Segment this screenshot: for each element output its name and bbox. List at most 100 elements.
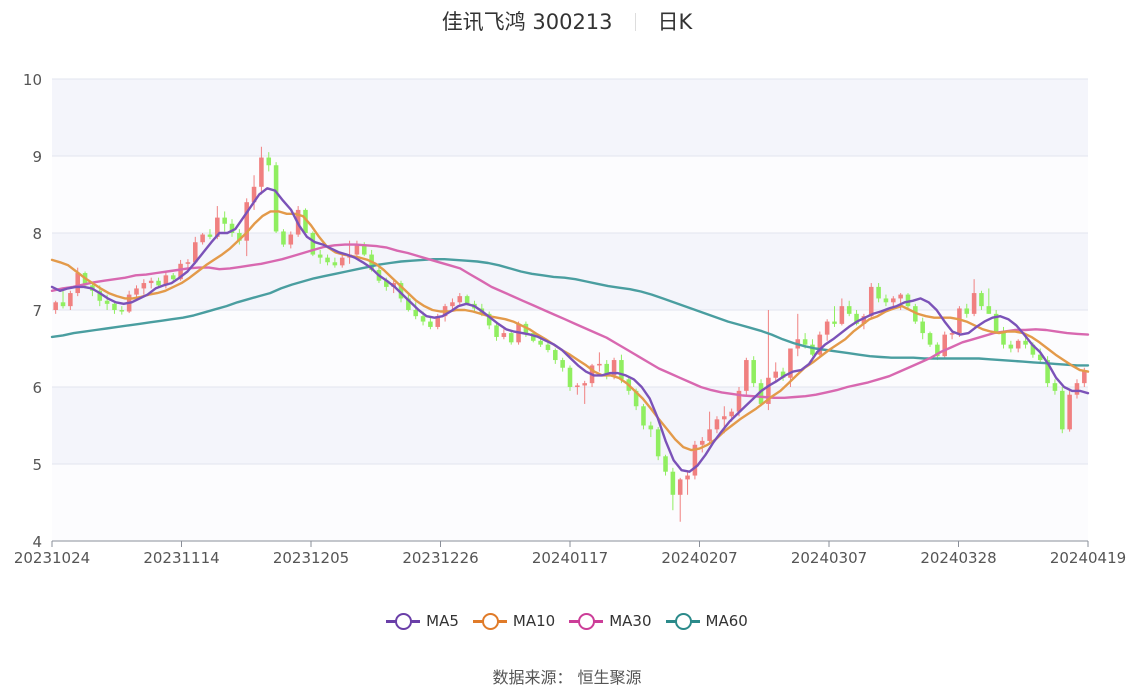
candle-down (553, 350, 558, 361)
candle-down (361, 244, 367, 255)
candle-up (75, 273, 80, 294)
candle-down (97, 290, 103, 301)
candle-down (325, 257, 330, 263)
candle-up (192, 242, 198, 263)
candle-down (876, 286, 881, 299)
legend-label: MA60 (705, 612, 748, 630)
candle-up (53, 302, 58, 310)
candle-down (545, 344, 551, 351)
period-label: 日K (657, 10, 693, 34)
candle-up (744, 360, 749, 391)
candle-down (993, 313, 999, 332)
ma60-line (50, 258, 1090, 367)
candle-down (986, 306, 992, 314)
candle-up (251, 186, 257, 203)
candle-up (685, 475, 690, 480)
candle-down (633, 390, 639, 407)
data-source: 数据来源： 恒生聚源 (492, 668, 642, 687)
stock-name: 佳讯飞鸿 300213 (441, 10, 613, 34)
candle-up (692, 444, 698, 476)
candle-up (288, 234, 294, 245)
candle-down (60, 302, 66, 307)
x-tick-label: 20240117 (532, 549, 608, 567)
candle-down (648, 425, 654, 430)
candle-down (406, 298, 411, 310)
legend-item-ma5[interactable]: MA5 (386, 612, 459, 630)
candle-up (597, 363, 602, 366)
kline-chart: 4 5 6 7 8 9 10 20231024 20231114 20231205 20231226… (14, 71, 1126, 567)
candle-up (788, 348, 793, 378)
candle-up (714, 419, 720, 430)
candle-down (670, 471, 676, 495)
candle-down (332, 262, 338, 266)
y-tick-label: 8 (32, 225, 42, 243)
candle-up (707, 429, 712, 441)
legend-item-ma30[interactable]: MA30 (569, 612, 652, 630)
legend-item-ma60[interactable]: MA60 (665, 612, 748, 630)
candle-up (339, 257, 345, 266)
candle-up (1082, 370, 1087, 384)
candle-up (736, 390, 742, 412)
candle-down (413, 310, 418, 317)
candle-down (1030, 344, 1036, 355)
y-tick-label: 5 (32, 456, 42, 474)
legend-marker-icon (569, 613, 604, 630)
candle-up (699, 440, 705, 445)
candle-up (575, 385, 580, 387)
ma5-line (50, 187, 1090, 473)
candle-down (229, 223, 235, 233)
candle-up (611, 360, 617, 376)
candle-down (384, 280, 389, 287)
x-tick-label: 20240419 (1050, 549, 1126, 567)
legend-label: MA5 (426, 612, 459, 630)
candle-down (1060, 390, 1065, 430)
candle-down (883, 298, 889, 303)
candle-down (104, 300, 110, 304)
candle-up (178, 263, 183, 280)
candle-down (758, 383, 764, 404)
candle-down (846, 306, 852, 314)
candle-down (266, 157, 272, 166)
candle-down (1052, 383, 1058, 391)
candle-down (1008, 344, 1014, 349)
plot-band (52, 233, 1088, 310)
legend-item-ma10[interactable]: MA10 (472, 612, 555, 630)
candle-down (905, 294, 911, 307)
plot-band (52, 387, 1088, 464)
candle-up (824, 321, 830, 335)
candle-down (112, 303, 117, 310)
candle-up (457, 296, 463, 303)
chart-title: 佳讯飞鸿 300213 日K (0, 6, 1134, 36)
candle-down (538, 340, 543, 345)
x-tick-label: 20240207 (661, 549, 737, 567)
plot-band (52, 79, 1088, 156)
x-tick-label: 20231024 (14, 549, 90, 567)
legend-marker-icon (665, 613, 700, 630)
candle-down (832, 321, 837, 324)
candle-up (148, 280, 154, 284)
candle-down (810, 344, 815, 355)
candle-down (641, 406, 646, 426)
candle-down (420, 316, 426, 322)
candle-up (163, 275, 169, 286)
plot-band (52, 156, 1088, 233)
candle-down (979, 293, 984, 307)
candle-up (766, 377, 771, 404)
candle-down (1001, 331, 1006, 345)
chart-legend: MA5 MA10 MA30 MA60 (0, 612, 1134, 633)
candle-down (317, 254, 323, 258)
candle-down (530, 333, 536, 341)
candle-up (839, 306, 845, 324)
candle-up (68, 293, 73, 307)
candle-down (207, 234, 213, 237)
candle-down (567, 367, 573, 387)
candle-up (435, 316, 441, 327)
candle-down (663, 456, 668, 472)
candle-up (868, 286, 874, 317)
candle-up (898, 294, 903, 299)
legend-marker-icon (386, 613, 421, 630)
candle-down (655, 429, 661, 457)
candle-up (891, 298, 896, 303)
candle-down (156, 280, 161, 286)
candle-down (935, 344, 940, 357)
